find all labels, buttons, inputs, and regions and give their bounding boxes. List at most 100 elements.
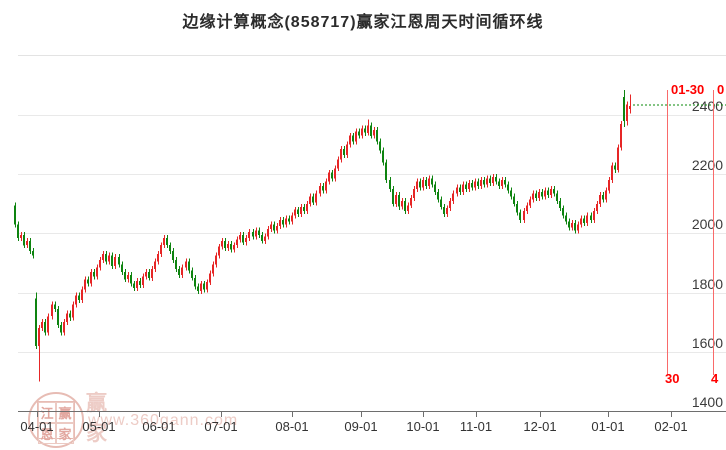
candle xyxy=(185,258,187,271)
candle xyxy=(169,242,171,255)
candle xyxy=(279,217,281,229)
y-gridline xyxy=(18,115,726,116)
candle xyxy=(568,218,570,231)
candle xyxy=(96,264,98,280)
candle xyxy=(17,221,19,241)
candle xyxy=(605,187,607,203)
candle xyxy=(462,181,464,195)
gann-time-line xyxy=(713,90,714,375)
y-axis-label: 2200 xyxy=(691,157,723,173)
candle xyxy=(373,126,375,139)
x-axis-label: 06-01 xyxy=(142,419,176,434)
candle xyxy=(404,197,406,215)
candle xyxy=(160,242,162,258)
candle xyxy=(145,268,147,280)
x-axis-label: 04-01 xyxy=(20,419,54,434)
candle xyxy=(191,267,193,281)
candle xyxy=(224,237,226,252)
candle xyxy=(440,196,442,210)
candle xyxy=(434,181,436,195)
y-gridline xyxy=(18,352,726,353)
candle xyxy=(267,226,269,240)
candle xyxy=(519,209,521,223)
candle xyxy=(312,193,314,206)
candle xyxy=(334,165,336,182)
candle xyxy=(303,203,305,215)
candle xyxy=(456,184,458,197)
candle xyxy=(218,243,220,259)
candle xyxy=(93,268,95,280)
candle xyxy=(230,240,232,253)
candle xyxy=(255,227,257,240)
candle xyxy=(477,178,479,189)
candle xyxy=(60,322,62,336)
candle xyxy=(385,159,387,184)
candle xyxy=(291,212,293,225)
y-axis-label: 1800 xyxy=(691,276,723,292)
x-axis-label: 09-01 xyxy=(344,419,378,434)
candle xyxy=(264,233,266,244)
candle xyxy=(328,169,330,185)
candle xyxy=(596,200,598,215)
candle xyxy=(248,229,250,241)
candle xyxy=(47,313,49,336)
x-axis-tick xyxy=(221,412,222,417)
candle xyxy=(130,271,132,287)
candle xyxy=(172,248,174,263)
candle xyxy=(87,276,89,287)
y-gridline xyxy=(18,233,726,234)
candle xyxy=(236,236,238,249)
candle xyxy=(529,196,531,209)
candle xyxy=(465,181,467,192)
candle xyxy=(203,280,205,293)
candle xyxy=(398,192,400,210)
candle xyxy=(188,258,190,274)
candle xyxy=(407,202,409,215)
candle xyxy=(133,280,135,292)
candle xyxy=(574,220,576,234)
seal-character: 家 xyxy=(56,423,74,444)
candle xyxy=(355,128,357,145)
x-axis-label: 12-01 xyxy=(523,419,557,434)
candle xyxy=(389,177,391,192)
candle xyxy=(319,183,321,197)
x-axis-tick xyxy=(540,412,541,417)
candle xyxy=(194,274,196,290)
candle xyxy=(157,251,159,265)
candle xyxy=(376,126,378,145)
candle xyxy=(495,174,497,185)
candle xyxy=(577,221,579,234)
candle xyxy=(352,132,354,145)
candle xyxy=(443,203,445,218)
candle xyxy=(337,156,339,172)
candle xyxy=(276,223,278,234)
candle xyxy=(340,146,342,163)
candle xyxy=(346,141,348,158)
candle xyxy=(425,177,427,189)
candle xyxy=(401,197,403,210)
candle xyxy=(221,237,223,250)
candle xyxy=(623,89,625,127)
gann-line-day-label: 30 xyxy=(665,371,680,386)
candle xyxy=(483,177,485,188)
candle xyxy=(486,175,488,188)
candle xyxy=(26,237,28,249)
x-axis-label: 11-01 xyxy=(459,419,493,434)
candle xyxy=(282,217,284,228)
x-axis-label: 10-01 xyxy=(406,419,440,434)
candle xyxy=(544,187,546,200)
candle xyxy=(300,203,302,218)
candle xyxy=(63,319,65,336)
candle xyxy=(538,189,540,201)
x-axis-tick xyxy=(608,412,609,417)
candle xyxy=(379,138,381,154)
x-axis-label: 05-01 xyxy=(82,419,116,434)
candle xyxy=(593,208,595,223)
candle xyxy=(513,193,515,207)
candle xyxy=(446,205,448,218)
candle xyxy=(556,190,558,204)
